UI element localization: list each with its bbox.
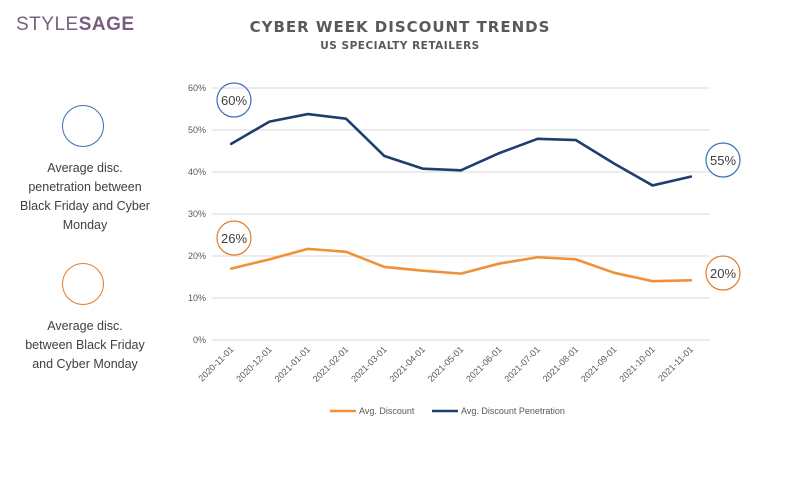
side-legend-circle-discount — [62, 263, 104, 305]
y-tick-label: 30% — [188, 209, 206, 219]
x-tick-label: 2021-06-01 — [464, 344, 504, 384]
x-tick-label: 2021-11-01 — [656, 344, 695, 383]
chart-subtitle: US SPECIALTY RETAILERS — [320, 40, 480, 52]
callout-label: 20% — [710, 266, 736, 281]
side-legend-line: Average disc. — [47, 319, 123, 333]
callout-circle — [216, 82, 252, 118]
x-tick-label: 2021-04-01 — [387, 344, 427, 384]
x-tick-label: 2021-08-01 — [541, 344, 581, 384]
side-legend-line: Black Friday and Cyber — [20, 199, 150, 213]
y-tick-label: 50% — [188, 125, 206, 135]
side-legend-circle-penetration — [62, 105, 104, 147]
side-legend-line: and Cyber Monday — [32, 357, 138, 371]
legend-label: Avg. Discount Penetration — [461, 406, 565, 416]
x-tick-label: 2021-07-01 — [502, 344, 542, 384]
callout-label: 60% — [221, 93, 247, 108]
x-tick-label: 2021-02-01 — [311, 344, 351, 384]
y-tick-label: 10% — [188, 293, 206, 303]
brand-logo: STYLESAGE — [16, 14, 135, 36]
brand-logo-part2: SAGE — [78, 14, 135, 35]
x-tick-label: 2021-10-01 — [617, 344, 657, 384]
side-legend-line: penetration between — [28, 180, 142, 194]
side-legend-text-penetration: Average disc. penetration between Black … — [10, 159, 160, 235]
side-legend-line: Average disc. — [47, 161, 123, 175]
x-tick-label: 2021-05-01 — [426, 344, 466, 384]
series-line-avg-discount-penetration — [229, 112, 693, 187]
callout-circle — [705, 142, 741, 178]
y-tick-label: 20% — [188, 251, 206, 261]
x-tick-label: 2021-03-01 — [349, 344, 389, 384]
side-legend-line: between Black Friday — [25, 338, 145, 352]
x-tick-label: 2021-01-01 — [273, 344, 313, 384]
y-tick-label: 40% — [188, 167, 206, 177]
x-tick-label: 2021-09-01 — [579, 344, 619, 384]
side-legend-line: Monday — [62, 218, 108, 232]
callout-circle — [705, 255, 741, 291]
side-legend-text-discount: Average disc. between Black Friday and C… — [10, 317, 160, 374]
brand-logo-part1: STYLE — [16, 14, 79, 35]
legend-label: Avg. Discount — [359, 406, 415, 416]
x-tick-label: 2020-11-01 — [196, 344, 235, 383]
callout-label: 55% — [710, 153, 736, 168]
y-tick-label: 60% — [188, 83, 206, 93]
chart-title: CYBER WEEK DISCOUNT TRENDS — [249, 18, 551, 36]
series-line-avg-discount — [229, 247, 693, 283]
callout-circle — [216, 220, 252, 256]
callout-label: 26% — [221, 231, 247, 246]
y-tick-label: 0% — [193, 335, 206, 345]
x-tick-label: 2020-12-01 — [234, 344, 274, 384]
